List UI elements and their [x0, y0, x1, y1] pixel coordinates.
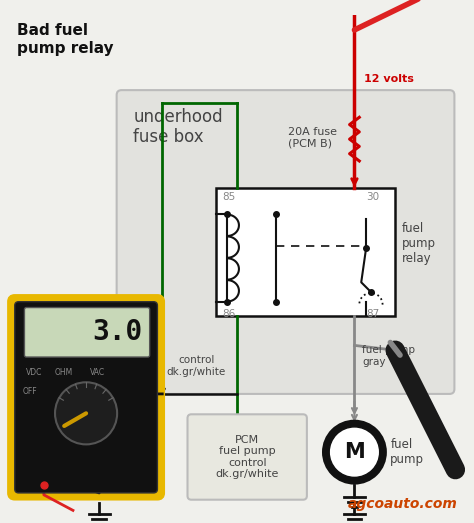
Text: 30: 30 — [366, 192, 379, 202]
Text: OHM: OHM — [54, 368, 73, 377]
Circle shape — [323, 421, 385, 483]
Text: 86: 86 — [222, 310, 236, 320]
Text: 12 volts: 12 volts — [364, 74, 414, 84]
Circle shape — [55, 382, 117, 445]
Text: VDC: VDC — [26, 368, 42, 377]
Text: control
dk.gr/white: control dk.gr/white — [167, 355, 226, 377]
Text: OFF: OFF — [23, 387, 37, 396]
FancyBboxPatch shape — [15, 302, 157, 493]
FancyBboxPatch shape — [188, 414, 307, 499]
Text: Bad fuel
pump relay: Bad fuel pump relay — [17, 23, 113, 55]
Text: 3.0: 3.0 — [92, 319, 143, 346]
Text: agcoauto.com: agcoauto.com — [347, 497, 457, 511]
Text: VAC: VAC — [90, 368, 105, 377]
Text: PCM
fuel pump
control
dk.gr/white: PCM fuel pump control dk.gr/white — [216, 435, 279, 480]
FancyBboxPatch shape — [10, 297, 162, 498]
Circle shape — [329, 427, 380, 477]
Text: M: M — [344, 442, 365, 462]
FancyBboxPatch shape — [25, 308, 150, 357]
Text: fuel
pump
relay: fuel pump relay — [402, 222, 436, 265]
Text: 87: 87 — [366, 310, 379, 320]
Text: fuel pump
gray: fuel pump gray — [362, 345, 415, 367]
Text: underhood
fuse box: underhood fuse box — [133, 108, 223, 146]
FancyBboxPatch shape — [117, 90, 455, 394]
Text: 20A fuse
(PCM B): 20A fuse (PCM B) — [289, 127, 337, 149]
Text: fuel
pump: fuel pump — [391, 438, 424, 466]
Bar — [216, 188, 395, 316]
Text: 85: 85 — [222, 192, 236, 202]
